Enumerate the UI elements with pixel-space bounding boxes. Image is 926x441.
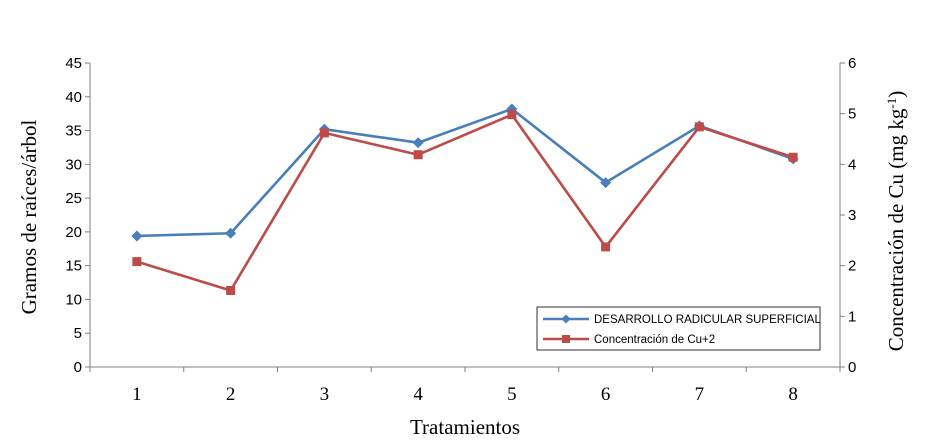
- y-axis-right-title: Concentración de Cu (mg kg-1): [884, 91, 908, 351]
- y-right-tick-label: 1: [848, 308, 856, 325]
- data-point-diamond: [412, 137, 424, 149]
- y-left-tick-label: 5: [74, 325, 82, 342]
- series-line: [136, 107, 794, 238]
- legend: DESARROLLO RADICULAR SUPERFICIAL Concentr…: [536, 306, 821, 351]
- y-left-tick-label: 10: [65, 291, 82, 308]
- y-left-tick-label: 35: [65, 123, 82, 140]
- legend-swatch-marker: [561, 314, 571, 324]
- data-point-diamond: [131, 230, 143, 242]
- y-right-tick-label: 5: [848, 106, 856, 123]
- x-tick-label: 7: [695, 384, 705, 405]
- series-line: [136, 113, 794, 292]
- y-left-tick-label: 40: [65, 89, 82, 106]
- legend-item: Concentración de Cu+2: [543, 334, 715, 346]
- data-point-square: [694, 122, 704, 132]
- legend-swatch-marker: [562, 335, 570, 343]
- y-left-tick-label: 0: [74, 359, 82, 376]
- y-left-tick-label: 30: [65, 156, 82, 173]
- data-point-square: [788, 152, 798, 162]
- data-point-square: [319, 128, 329, 138]
- data-point-diamond: [600, 177, 612, 189]
- data-point-square: [601, 242, 611, 252]
- y-right-tick-label: 3: [848, 207, 856, 224]
- y-right-tick-label: 6: [848, 55, 856, 72]
- x-tick-label: 1: [132, 384, 142, 405]
- data-point-square: [413, 150, 423, 160]
- y-left-tick-label: 20: [65, 224, 82, 241]
- y-left-tick-label: 15: [65, 258, 82, 275]
- data-point-square: [507, 110, 517, 120]
- legend-label: DESARROLLO RADICULAR SUPERFICIAL: [594, 314, 821, 326]
- data-point-square: [132, 257, 142, 267]
- y-left-tick-label: 25: [65, 190, 82, 207]
- y-right-tick-label: 2: [848, 258, 856, 275]
- x-tick-label: 8: [788, 384, 798, 405]
- series-layer: [131, 103, 799, 295]
- y-axis-right-title-superscript: -1: [884, 98, 899, 109]
- y-right-tick-label: 0: [848, 359, 856, 376]
- y-right-tick-label: 4: [848, 156, 856, 173]
- x-tick-label: 4: [413, 384, 423, 405]
- x-tick-label: 5: [507, 384, 517, 405]
- y-left-tick-label: 45: [65, 55, 82, 72]
- legend-item: DESARROLLO RADICULAR SUPERFICIAL: [543, 314, 821, 326]
- legend-box: [536, 306, 821, 351]
- x-axis-title: Tratamientos: [410, 415, 520, 439]
- x-tick-label: 6: [601, 384, 611, 405]
- x-tick-label: 3: [320, 384, 330, 405]
- y-axis-right-title-main: Concentración de Cu (mg kg: [884, 108, 908, 351]
- x-tick-label: 2: [226, 384, 236, 405]
- data-point-square: [226, 285, 236, 295]
- series-2: [132, 110, 798, 295]
- data-point-diamond: [225, 227, 237, 239]
- legend-label: Concentración de Cu+2: [594, 334, 715, 346]
- y-axis-left-title: Gramos de raíces/árbol: [17, 119, 41, 314]
- y-axis-right-title-close: ): [884, 91, 908, 98]
